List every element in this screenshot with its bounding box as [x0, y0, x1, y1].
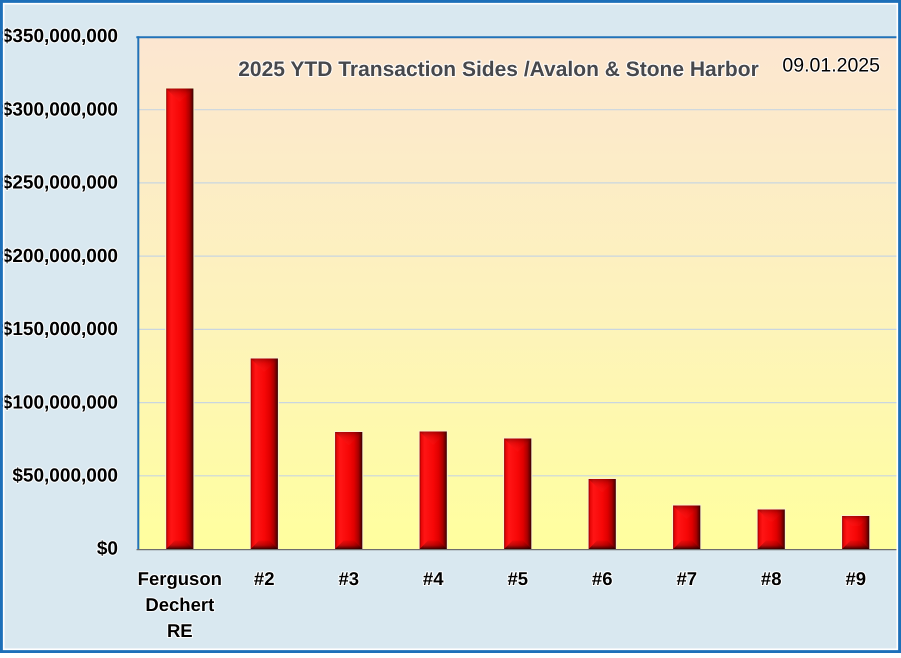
svg-text:#2: #2 [254, 568, 275, 589]
svg-text:#8: #8 [761, 568, 782, 589]
svg-text:$350,000,000: $350,000,000 [2, 26, 118, 47]
svg-text:Ferguson: Ferguson [138, 568, 222, 589]
svg-text:$150,000,000: $150,000,000 [2, 319, 118, 340]
svg-text:$250,000,000: $250,000,000 [2, 173, 118, 194]
svg-text:#3: #3 [339, 568, 360, 589]
svg-text:$200,000,000: $200,000,000 [2, 246, 118, 267]
svg-text:#5: #5 [508, 568, 529, 589]
svg-text:$50,000,000: $50,000,000 [12, 466, 118, 487]
svg-text:2025 YTD Transaction Sides /Av: 2025 YTD Transaction Sides /Avalon & Sto… [238, 58, 759, 81]
svg-text:#9: #9 [846, 568, 867, 589]
svg-text:RE: RE [167, 620, 193, 641]
svg-text:$0: $0 [97, 539, 118, 560]
svg-text:#7: #7 [677, 568, 698, 589]
svg-text:#6: #6 [592, 568, 613, 589]
svg-text:Dechert: Dechert [145, 594, 214, 615]
svg-text:$100,000,000: $100,000,000 [2, 392, 118, 413]
svg-text:$300,000,000: $300,000,000 [2, 99, 118, 120]
svg-text:09.01.2025: 09.01.2025 [782, 54, 880, 76]
svg-text:#4: #4 [423, 568, 444, 589]
